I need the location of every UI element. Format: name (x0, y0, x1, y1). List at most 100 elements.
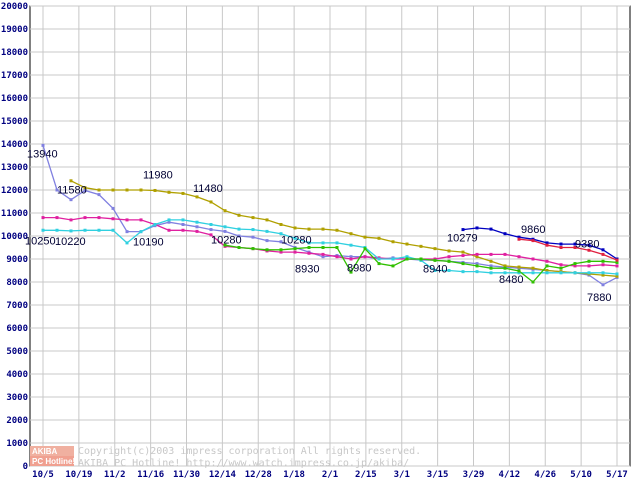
series-point (615, 260, 619, 264)
series-point (363, 235, 367, 239)
series-point (167, 220, 171, 224)
series-point (307, 241, 311, 245)
series-point (125, 230, 129, 234)
series-point (461, 270, 465, 274)
series-point (153, 188, 157, 192)
series-point (265, 248, 269, 252)
series-point (237, 246, 241, 249)
series-point (517, 235, 521, 239)
series-point (335, 246, 339, 249)
series-point (111, 188, 115, 192)
y-tick-label: 0 (23, 462, 28, 472)
series-point (111, 228, 115, 232)
series-point (461, 228, 465, 232)
data-label: 9380 (575, 238, 599, 250)
y-tick-label: 2000 (6, 416, 28, 426)
series-point (391, 240, 395, 244)
x-tick-label: 3/1 (394, 470, 410, 480)
series-point (531, 271, 535, 275)
series-point (293, 236, 297, 240)
series-point (559, 242, 563, 246)
series-points (41, 143, 619, 287)
series-point (279, 232, 283, 236)
series-point (587, 243, 591, 247)
data-label: 8940 (423, 263, 447, 275)
x-tick-label: 4/26 (534, 470, 556, 480)
series-point (97, 228, 101, 232)
series-point (195, 229, 199, 233)
series-point (531, 280, 535, 284)
series-point (587, 259, 591, 263)
x-tick-label: 12/14 (209, 470, 237, 480)
data-label: 13940 (27, 148, 58, 160)
series-point (209, 223, 213, 226)
series-point (559, 263, 563, 267)
series-point (111, 206, 115, 210)
series-point (167, 228, 171, 232)
series-point (587, 264, 591, 268)
series-point (335, 241, 339, 245)
y-tick-label: 6000 (6, 324, 28, 334)
x-tick-label: 5/17 (606, 470, 628, 480)
y-tick-label: 11000 (1, 209, 28, 219)
series-point (195, 225, 199, 229)
series-point (349, 255, 353, 259)
data-label: 11480 (193, 183, 223, 195)
series-point (363, 255, 367, 259)
x-tick-label: 10/19 (65, 470, 92, 480)
series-point (97, 188, 101, 192)
x-tick-label: 3/15 (427, 470, 449, 480)
series-point (279, 250, 283, 254)
series-point (293, 226, 297, 230)
series-point (503, 252, 507, 256)
data-label: 8480 (499, 274, 523, 286)
series-point (321, 241, 325, 245)
series-point (447, 255, 451, 259)
series-point (545, 264, 549, 268)
x-tick-labels: 10/5 10/19 11/2 11/16 11/30 12/14 12/28 1/18 2/1… (32, 470, 628, 480)
series-line (70, 180, 618, 277)
logo-line1: AKIBA (32, 447, 58, 456)
series-point (601, 263, 605, 267)
series-line (462, 227, 618, 260)
series-point (251, 228, 255, 232)
series-point (601, 248, 605, 252)
data-label: 10279 (447, 233, 478, 245)
series-point (97, 193, 101, 197)
y-tick-label: 9000 (6, 255, 28, 265)
y-tick-label: 8000 (6, 278, 28, 288)
series-point (545, 241, 549, 245)
series-point (447, 259, 451, 263)
series-point (349, 232, 353, 236)
series-point (461, 250, 465, 254)
series-point (293, 247, 297, 251)
series-point (349, 257, 353, 261)
series-point (601, 273, 605, 277)
series-point (279, 223, 283, 226)
series-point (419, 244, 423, 248)
series-point (475, 252, 479, 256)
series-point (335, 255, 339, 259)
data-label: 10280 (281, 235, 312, 247)
series-point (223, 225, 227, 229)
url-watermark: AKIBA PC Hotline! http://www.watch.impre… (78, 458, 409, 469)
data-label: 8930 (295, 264, 319, 276)
series-point (41, 228, 45, 232)
series-point (195, 195, 199, 199)
data-label: 11980 (143, 169, 173, 181)
series-point (559, 246, 563, 249)
series-point (545, 269, 549, 272)
series-point (55, 216, 59, 220)
series-point (517, 255, 521, 259)
series-point (125, 188, 129, 192)
series-point (335, 228, 339, 232)
x-tick-label: 10/5 (32, 470, 54, 480)
series-point (559, 266, 563, 270)
series-point (139, 230, 143, 234)
series-point (503, 266, 507, 270)
data-label: 10220 (55, 236, 86, 248)
series-point (489, 259, 493, 263)
series-line (518, 238, 618, 261)
x-tick-label: 2/15 (355, 470, 377, 480)
y-tick-label: 5000 (6, 347, 28, 357)
